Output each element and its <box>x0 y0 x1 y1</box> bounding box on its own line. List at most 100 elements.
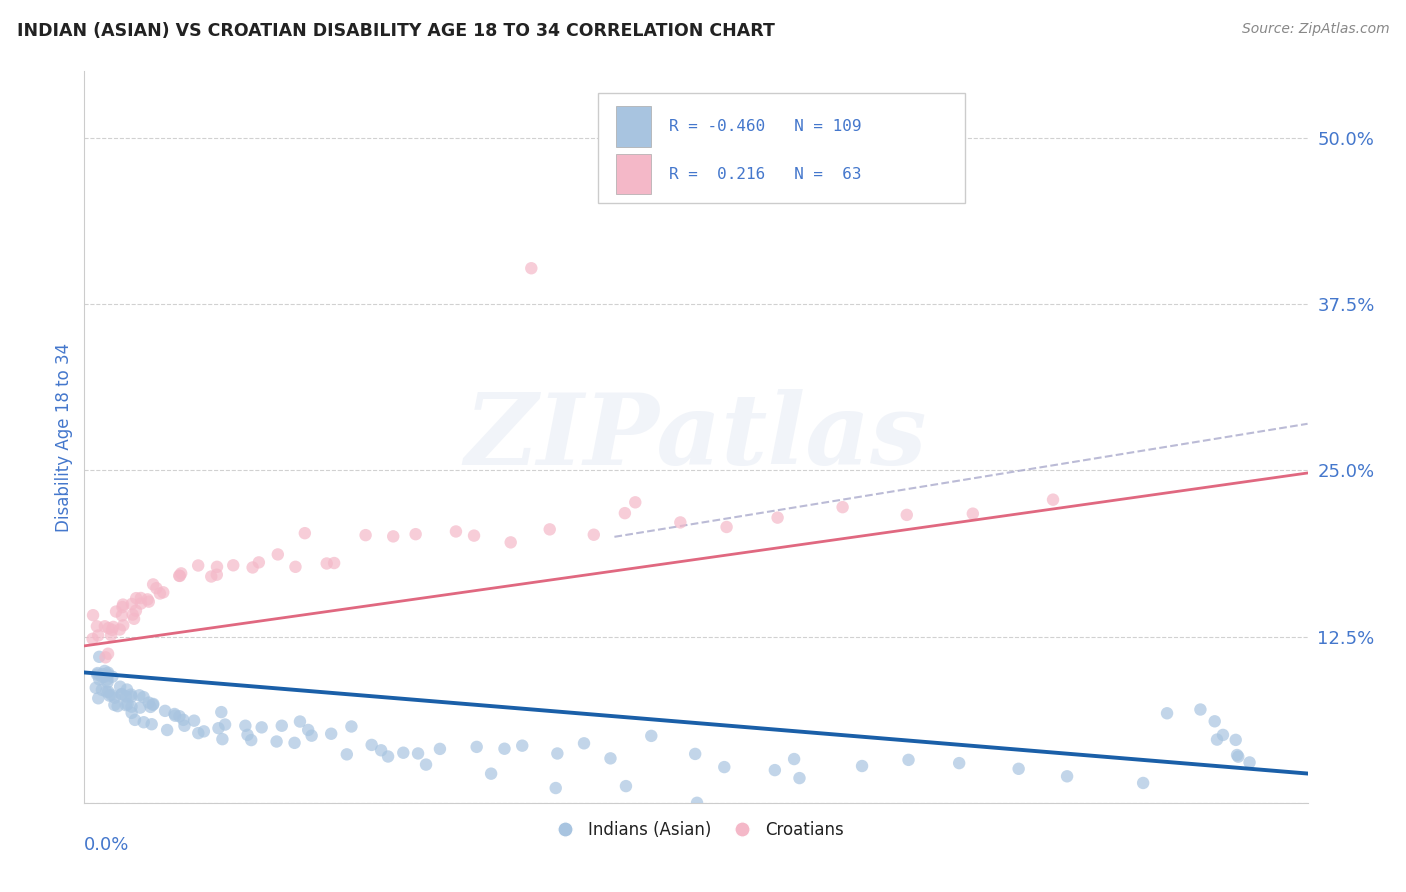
Point <box>624 495 647 509</box>
Point <box>789 771 811 785</box>
Point <box>97 665 120 680</box>
Point <box>354 528 377 542</box>
Point <box>110 688 132 702</box>
Point <box>323 556 346 570</box>
FancyBboxPatch shape <box>598 94 965 203</box>
Point <box>87 628 110 642</box>
Point <box>962 507 984 521</box>
Point <box>89 649 111 664</box>
Point <box>763 763 786 777</box>
Point <box>463 528 485 542</box>
Point <box>214 717 236 731</box>
Point <box>613 506 636 520</box>
Point <box>103 620 125 634</box>
Point <box>1206 732 1229 747</box>
Point <box>169 569 191 583</box>
Point <box>145 581 167 595</box>
Point <box>236 728 259 742</box>
Point <box>716 520 738 534</box>
Point <box>183 714 205 728</box>
Point <box>405 527 427 541</box>
Y-axis label: Disability Age 18 to 34: Disability Age 18 to 34 <box>55 343 73 532</box>
Point <box>90 682 112 697</box>
Point <box>169 709 191 723</box>
Point <box>288 714 311 729</box>
Point <box>1056 769 1078 783</box>
Point <box>235 719 257 733</box>
Point <box>129 597 152 611</box>
Point <box>141 717 163 731</box>
Point <box>84 681 107 695</box>
Point <box>121 706 143 720</box>
Point <box>124 713 146 727</box>
Point <box>240 733 263 747</box>
FancyBboxPatch shape <box>616 154 651 194</box>
Point <box>139 699 162 714</box>
Point <box>444 524 467 539</box>
Point <box>170 566 193 581</box>
Point <box>98 689 121 703</box>
Point <box>152 585 174 599</box>
Point <box>103 698 125 712</box>
Text: R =  0.216   N =  63: R = 0.216 N = 63 <box>669 167 862 182</box>
FancyBboxPatch shape <box>616 106 651 146</box>
Point <box>465 739 488 754</box>
Point <box>128 688 150 702</box>
Point <box>107 699 129 714</box>
Text: Source: ZipAtlas.com: Source: ZipAtlas.com <box>1241 22 1389 37</box>
Point <box>1189 702 1212 716</box>
Point <box>247 555 270 569</box>
Point <box>499 535 522 549</box>
Point <box>87 691 110 706</box>
Point <box>108 680 131 694</box>
Point <box>544 780 567 795</box>
Point <box>1132 776 1154 790</box>
Point <box>172 713 194 727</box>
Point <box>377 749 399 764</box>
Point <box>86 619 108 633</box>
Point <box>713 760 735 774</box>
Point <box>683 747 706 761</box>
Point <box>97 667 120 681</box>
Point <box>96 684 118 698</box>
Point <box>479 766 502 780</box>
Point <box>97 647 120 661</box>
Point <box>165 708 187 723</box>
Point <box>121 607 143 622</box>
Point <box>382 529 405 543</box>
Point <box>1226 747 1249 762</box>
Point <box>86 666 108 681</box>
Point <box>250 720 273 734</box>
Point <box>392 746 415 760</box>
Point <box>831 500 853 515</box>
Point <box>783 752 806 766</box>
Point <box>117 698 139 712</box>
Point <box>91 667 114 681</box>
Point <box>173 719 195 733</box>
Point <box>242 560 264 574</box>
Point <box>111 598 134 612</box>
Point <box>267 548 290 562</box>
Point <box>510 739 533 753</box>
Point <box>415 757 437 772</box>
Point <box>336 747 359 762</box>
Point <box>121 597 143 611</box>
Text: ZIPatlas: ZIPatlas <box>465 389 927 485</box>
Point <box>121 699 143 714</box>
Point <box>97 684 120 698</box>
Point <box>370 743 392 757</box>
Point <box>111 600 134 615</box>
Point <box>100 688 122 702</box>
Point <box>163 706 186 721</box>
Point <box>122 612 145 626</box>
Point <box>546 747 568 761</box>
Point <box>93 664 115 678</box>
Point <box>82 608 104 623</box>
Point <box>132 690 155 704</box>
Point <box>138 594 160 608</box>
Point <box>97 621 120 635</box>
Point <box>156 723 179 737</box>
Point <box>108 623 131 637</box>
Point <box>851 759 873 773</box>
Point <box>94 619 117 633</box>
